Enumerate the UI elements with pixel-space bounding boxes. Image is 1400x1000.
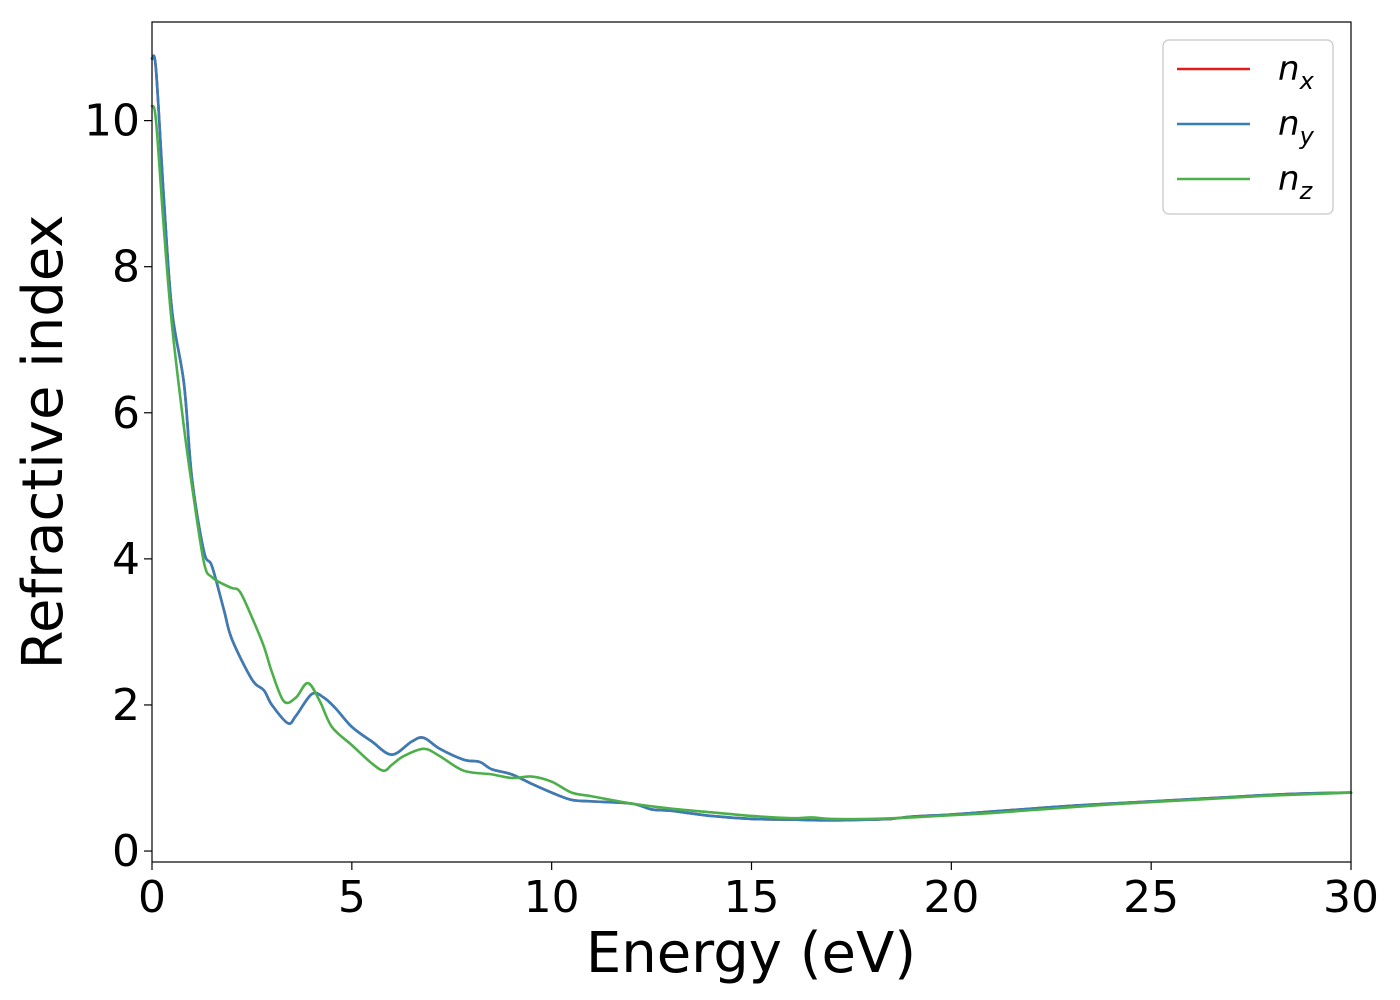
legend-label-subscript: z [1299,177,1314,205]
y-tick-label: 8 [112,242,140,293]
x-tick-label: 20 [923,872,979,923]
y-axis-title: Refractive index [11,215,76,670]
series-line-n-z [150,104,1353,821]
y-tick-label: 6 [112,388,140,439]
x-axis-title: Energy (eV) [586,921,916,986]
x-tick-label: 10 [524,872,580,923]
legend-label-base: n [1278,49,1300,89]
legend-label-subscript: y [1299,122,1315,150]
x-tick-label: 15 [724,872,780,923]
x-axis: 0 5 10 15 20 25 30 [138,862,1379,923]
legend-label-n-y: ny [1278,104,1315,150]
legend-label-base: n [1278,159,1300,199]
legend-label-n-z: nz [1278,159,1314,205]
y-axis: 0 2 4 6 8 10 [84,96,152,877]
y-tick-label: 0 [112,826,140,877]
series-layer [150,54,1353,822]
legend-label-base: n [1278,104,1300,144]
legend-label-subscript: x [1299,67,1315,95]
x-tick-label: 30 [1323,872,1379,923]
legend-box [1162,39,1334,215]
y-tick-label: 10 [84,96,140,147]
legend-label-n-x: nx [1278,49,1315,95]
y-tick-label: 4 [112,534,140,585]
x-tick-label: 0 [138,872,166,923]
x-tick-label: 25 [1123,872,1179,923]
y-tick-label: 2 [112,680,140,731]
x-tick-label: 5 [338,872,366,923]
series-line-n-y [150,54,1353,822]
